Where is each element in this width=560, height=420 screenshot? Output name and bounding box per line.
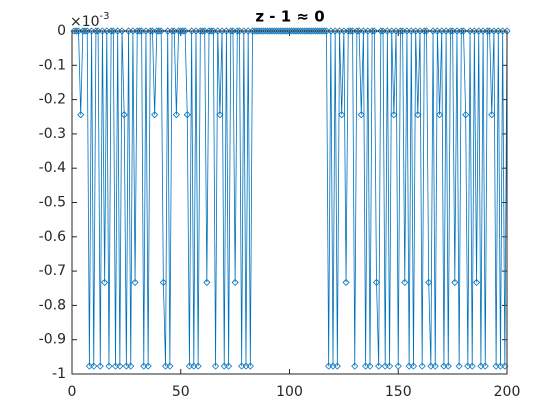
y-tick-label: -0.8 [39, 297, 66, 313]
marker [233, 27, 241, 35]
marker [211, 362, 220, 370]
marker [385, 362, 394, 370]
marker [451, 278, 459, 286]
y-tick-label: -1 [52, 366, 66, 382]
marker [370, 27, 378, 35]
marker [488, 111, 496, 119]
marker [394, 362, 402, 370]
marker [333, 362, 341, 370]
marker [320, 27, 328, 35]
marker [227, 27, 235, 35]
marker [377, 27, 385, 35]
marker [146, 27, 154, 35]
marker [459, 27, 468, 35]
marker [366, 362, 374, 370]
marker [81, 27, 89, 35]
marker [446, 27, 455, 35]
marker [420, 27, 428, 35]
marker [120, 111, 128, 119]
marker [181, 27, 189, 35]
marker [207, 27, 215, 35]
marker [401, 278, 409, 286]
marker [457, 27, 465, 35]
marker [418, 362, 426, 370]
y-tick-label: -0.6 [39, 229, 66, 245]
marker [231, 278, 239, 286]
marker [107, 27, 115, 35]
marker [116, 362, 124, 370]
marker [172, 111, 180, 119]
y-exponent-base: ×10 [70, 14, 100, 30]
marker [155, 27, 163, 35]
marker [368, 27, 376, 35]
marker [338, 111, 346, 119]
marker [351, 362, 359, 370]
marker [72, 27, 80, 35]
marker [425, 278, 433, 286]
marker [414, 111, 422, 119]
y-tick-label: -0.7 [39, 263, 66, 279]
marker [481, 362, 489, 370]
marker [77, 111, 85, 119]
chart-title: z - 1 ≈ 0 [255, 8, 324, 26]
y-exponent-power: -3 [100, 11, 110, 22]
marker [462, 111, 470, 119]
marker [127, 362, 135, 370]
marker [246, 362, 254, 370]
marker [455, 362, 463, 370]
marker [353, 27, 361, 35]
marker [375, 362, 383, 370]
marker [472, 278, 481, 286]
x-tick-label: 0 [68, 384, 77, 400]
marker [357, 111, 365, 119]
marker [225, 362, 233, 370]
marker [105, 362, 113, 370]
marker [431, 362, 439, 370]
marker [157, 27, 165, 35]
marker [198, 27, 207, 35]
marker [216, 111, 224, 119]
marker [179, 27, 187, 35]
y-exponent: ×10-3 [70, 11, 110, 30]
marker [342, 278, 350, 286]
marker [483, 27, 491, 35]
marker [96, 362, 104, 370]
marker [422, 27, 431, 35]
y-tick-label: -0.2 [39, 92, 66, 108]
marker [92, 27, 100, 35]
y-tick-label: -0.9 [39, 332, 66, 348]
x-tick-label: 50 [172, 384, 190, 400]
y-tick-label: -0.5 [39, 195, 66, 211]
marker [118, 27, 126, 35]
y-tick-label: -0.3 [39, 126, 66, 142]
marker [131, 278, 139, 286]
y-tick-label: 0 [57, 23, 66, 39]
marker [151, 111, 159, 119]
marker [203, 278, 211, 286]
marker [166, 362, 174, 370]
marker [135, 27, 143, 35]
marker [159, 278, 167, 286]
y-tick-label: -0.1 [39, 57, 66, 73]
marker [168, 27, 176, 35]
x-tick-label: 150 [385, 384, 412, 400]
marker [183, 111, 191, 119]
marker [390, 111, 398, 119]
x-tick-label: 100 [276, 384, 303, 400]
marker [194, 362, 202, 370]
marker [346, 27, 354, 35]
marker [409, 362, 418, 370]
y-tick-label: -0.4 [39, 160, 66, 176]
marker [144, 362, 152, 370]
marker [436, 111, 444, 119]
marker [90, 362, 98, 370]
marker [396, 27, 404, 35]
marker [444, 362, 452, 370]
axes-box [71, 30, 508, 375]
marker [468, 362, 476, 370]
marker [101, 278, 109, 286]
marker [372, 278, 381, 286]
x-tick-label: 200 [494, 384, 521, 400]
